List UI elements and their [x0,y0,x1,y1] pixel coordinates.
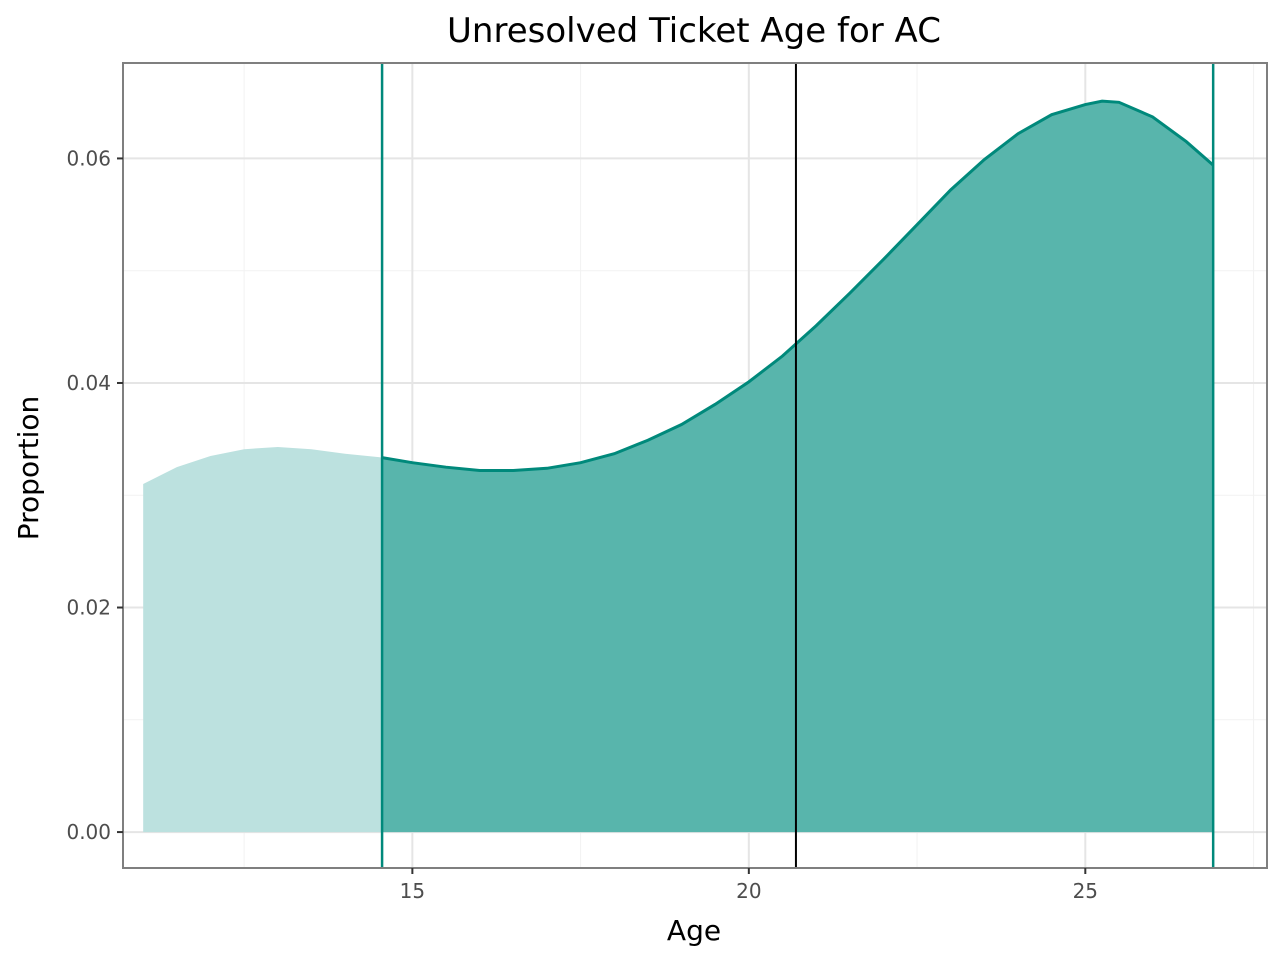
x-axis-ticks: 15 20 25 [400,868,1098,903]
chart-title: Unresolved Ticket Age for AC [447,11,941,51]
y-tick-label: 0.02 [66,596,111,620]
density-area-inner [382,101,1214,833]
y-tick-label: 0.04 [66,371,111,395]
density-areas [143,101,1214,833]
density-lines [380,63,1215,868]
panel-border [122,62,1268,869]
density-area-outer [143,446,383,833]
x-tick-label: 20 [736,879,761,903]
y-axis-title: Proportion [12,396,45,540]
y-tick-label: 0.06 [66,146,111,170]
density-curve [381,99,1215,473]
x-axis-title: Age [667,914,721,947]
y-axis-ticks: 0.00 0.02 0.04 0.06 [66,146,123,844]
y-tick-label: 0.00 [66,820,111,844]
x-tick-label: 25 [1073,879,1098,903]
x-tick-label: 15 [400,879,425,903]
